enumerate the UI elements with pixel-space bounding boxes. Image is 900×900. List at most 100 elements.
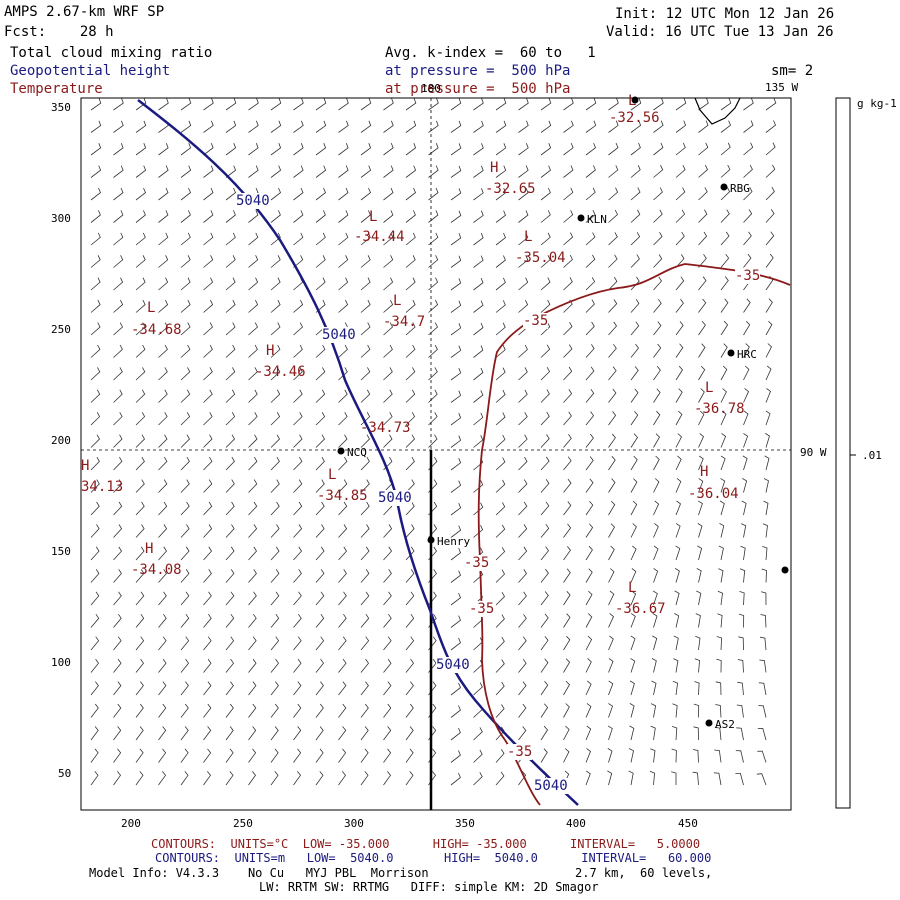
- wind-barb: [518, 232, 529, 246]
- extremum-value: -34.85: [317, 488, 368, 504]
- k-index-range: Avg. k-index = 60 to 1: [385, 45, 596, 61]
- wind-barb: [180, 591, 190, 606]
- wind-barb: [563, 165, 574, 178]
- wind-barb: [450, 278, 462, 291]
- forecast-hour: Fcst: 28 h: [4, 24, 114, 40]
- wind-barb: [518, 636, 527, 651]
- wind-barb: [540, 210, 551, 223]
- wind-barb: [563, 456, 572, 471]
- wind-barb: [518, 187, 529, 201]
- model-physics: LW: RRTM SW: RRTMG DIFF: simple KM: 2D S…: [259, 880, 599, 894]
- wind-barb: [203, 501, 213, 516]
- wind-barb: [563, 478, 572, 493]
- geopotential-contour-info: CONTOURS: UNITS=m LOW= 5040.0 HIGH= 5040…: [155, 851, 712, 865]
- wind-barb: [90, 277, 101, 291]
- wind-barb: [693, 726, 699, 741]
- wind-barb: [719, 500, 725, 516]
- wind-barb: [518, 546, 528, 561]
- wind-barb: [405, 187, 416, 201]
- wind-barb: [653, 455, 660, 471]
- extremum-value: -34.7: [383, 314, 426, 330]
- wind-barb: [225, 322, 236, 336]
- wind-barb: [608, 232, 618, 246]
- wind-barb: [675, 365, 684, 381]
- wind-barb: [135, 726, 144, 741]
- wind-barb: [293, 434, 303, 448]
- wind-barb: [90, 456, 100, 471]
- extremum-symbol: L: [393, 293, 402, 309]
- wind-barb: [653, 568, 659, 583]
- wind-barb: [293, 322, 303, 336]
- wind-barb: [360, 546, 370, 561]
- wind-barb: [203, 367, 213, 381]
- wind-barb: [428, 367, 438, 381]
- wind-barb: [518, 569, 528, 583]
- wind-barb: [315, 210, 326, 223]
- wind-barb: [315, 232, 326, 246]
- wind-barb: [495, 277, 506, 291]
- wind-barb: [180, 344, 191, 358]
- wind-barb: [180, 277, 191, 291]
- wind-barb: [135, 389, 146, 403]
- wind-barb: [113, 636, 122, 651]
- wind-barb: [338, 367, 348, 381]
- wind-barb: [315, 255, 326, 268]
- wind-barb: [762, 546, 768, 561]
- wind-barb: [158, 412, 168, 426]
- wind-barb: [720, 142, 731, 156]
- wind-barb: [518, 120, 529, 133]
- longitude-90w-label: 90 W: [800, 446, 827, 459]
- x-tick-450: 450: [678, 817, 698, 830]
- wind-barb: [736, 704, 744, 718]
- wind-barb: [608, 366, 617, 381]
- wind-barb: [203, 434, 213, 448]
- wind-barb: [563, 725, 570, 741]
- wind-barb: [698, 455, 704, 471]
- wind-barb: [495, 255, 506, 268]
- wind-barb: [203, 524, 213, 538]
- temperature-contour-label: -35: [507, 744, 533, 760]
- wind-barb: [180, 210, 191, 223]
- wind-barb: [653, 500, 660, 516]
- wind-barb: [563, 658, 571, 673]
- wind-barb: [428, 322, 438, 336]
- wind-barb: [270, 344, 281, 358]
- wind-barb: [383, 569, 392, 583]
- wind-barb: [450, 750, 461, 763]
- wind-barb: [405, 367, 416, 381]
- wind-barb: [450, 615, 461, 628]
- wind-barb: [203, 165, 214, 178]
- wind-barb: [630, 321, 640, 336]
- wind-barb: [248, 681, 257, 696]
- wind-barb: [180, 456, 190, 471]
- wind-barb: [338, 546, 348, 561]
- wind-barb: [563, 120, 574, 133]
- wind-barb: [383, 367, 393, 381]
- wind-barb: [761, 568, 767, 583]
- wind-barb: [428, 344, 438, 358]
- wind-barb: [383, 434, 393, 448]
- wind-barb: [630, 343, 640, 358]
- wind-barb: [563, 546, 572, 561]
- wind-barb: [473, 367, 484, 381]
- wind-barb: [315, 524, 325, 538]
- wind-barb: [90, 434, 101, 448]
- wind-barb: [672, 680, 679, 696]
- wind-barb: [360, 367, 371, 381]
- x-tick-300: 300: [344, 817, 364, 830]
- geopotential-contour-label: 5040: [436, 657, 470, 673]
- wind-barb: [585, 613, 593, 628]
- wind-barb: [360, 165, 372, 178]
- wind-barb: [714, 749, 722, 763]
- wind-barb: [473, 300, 484, 313]
- wind-barb: [698, 343, 706, 358]
- wind-barb: [270, 748, 279, 763]
- temperature-contour-info: CONTOURS: UNITS=°C LOW= -35.000 HIGH= -3…: [151, 837, 701, 851]
- wind-barb: [608, 187, 619, 201]
- wind-barb: [338, 479, 348, 493]
- wind-barb: [743, 98, 754, 111]
- wind-barb: [293, 748, 302, 763]
- model-resolution: 2.7 km, 60 levels,: [575, 866, 713, 880]
- wind-barb: [585, 545, 593, 561]
